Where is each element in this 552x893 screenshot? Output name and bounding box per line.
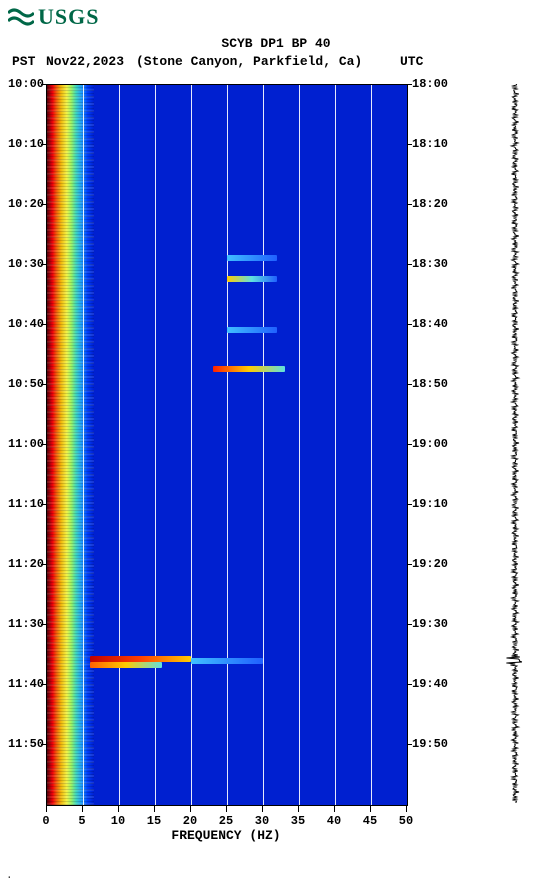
pst-tick: 11:50 (0, 737, 44, 751)
x-tick: 35 (291, 814, 305, 828)
pst-tick: 11:00 (0, 437, 44, 451)
pst-tick: 10:20 (0, 197, 44, 211)
tz-left: PST (12, 54, 35, 69)
utc-tick: 18:00 (412, 77, 462, 91)
utc-tick: 19:50 (412, 737, 462, 751)
seismogram (490, 84, 540, 804)
pst-tick: 11:10 (0, 497, 44, 511)
pst-tick: 11:40 (0, 677, 44, 691)
signal-burst (191, 658, 263, 664)
x-tick: 0 (42, 814, 49, 828)
signal-burst (227, 276, 277, 282)
location-label: (Stone Canyon, Parkfield, Ca) (136, 54, 362, 69)
y-axis-pst: 10:0010:1010:2010:3010:4010:5011:0011:10… (0, 84, 44, 804)
pst-tick: 10:30 (0, 257, 44, 271)
x-tick: 45 (363, 814, 377, 828)
date-label: Nov22,2023 (46, 54, 124, 69)
x-tick: 10 (111, 814, 125, 828)
utc-tick: 19:30 (412, 617, 462, 631)
utc-tick: 18:50 (412, 377, 462, 391)
y-axis-utc: 18:0018:1018:2018:3018:4018:5019:0019:10… (412, 84, 462, 804)
signal-burst (227, 255, 277, 261)
x-tick: 20 (183, 814, 197, 828)
pst-tick: 10:50 (0, 377, 44, 391)
x-tick: 40 (327, 814, 341, 828)
x-tick: 50 (399, 814, 413, 828)
utc-tick: 19:10 (412, 497, 462, 511)
utc-tick: 19:00 (412, 437, 462, 451)
usgs-logo: USGS (8, 4, 99, 30)
chart-title: SCYB DP1 BP 40 (0, 36, 552, 51)
pst-tick: 11:30 (0, 617, 44, 631)
x-tick: 5 (78, 814, 85, 828)
utc-tick: 18:10 (412, 137, 462, 151)
pst-tick: 11:20 (0, 557, 44, 571)
signal-burst (213, 366, 285, 372)
signal-burst (227, 327, 277, 333)
x-tick: 15 (147, 814, 161, 828)
signal-burst (90, 662, 162, 668)
utc-tick: 19:40 (412, 677, 462, 691)
tz-right: UTC (400, 54, 423, 69)
pst-tick: 10:10 (0, 137, 44, 151)
wave-icon (8, 7, 34, 27)
spectrogram (46, 84, 408, 806)
utc-tick: 18:40 (412, 317, 462, 331)
signal-burst (90, 656, 191, 662)
usgs-text: USGS (38, 4, 99, 30)
x-axis-label: FREQUENCY (HZ) (46, 828, 406, 843)
pst-tick: 10:40 (0, 317, 44, 331)
x-tick: 25 (219, 814, 233, 828)
lowfreq-energy (47, 85, 94, 805)
utc-tick: 18:20 (412, 197, 462, 211)
utc-tick: 18:30 (412, 257, 462, 271)
pst-tick: 10:00 (0, 77, 44, 91)
utc-tick: 19:20 (412, 557, 462, 571)
footer-mark: . (6, 870, 13, 882)
x-tick: 30 (255, 814, 269, 828)
